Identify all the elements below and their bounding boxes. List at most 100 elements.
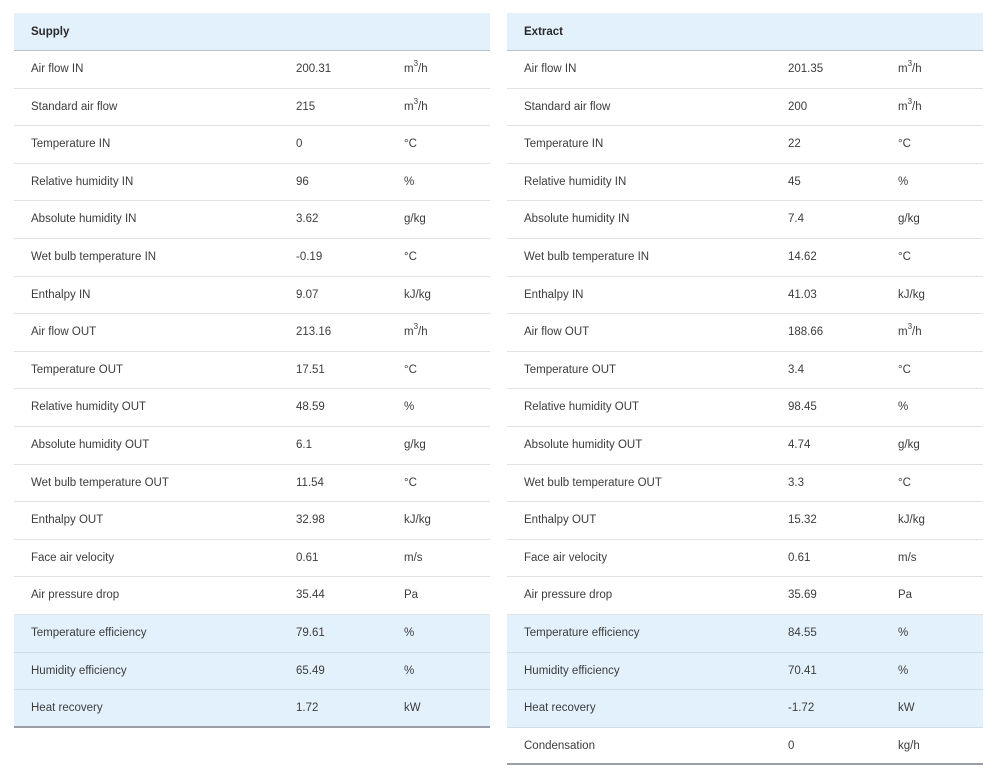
row-unit: % xyxy=(898,401,909,414)
row-unit: °C xyxy=(898,138,911,151)
row-label: Temperature OUT xyxy=(31,363,124,376)
table-row: Temperature efficiency 84.55% xyxy=(507,614,983,653)
row-unit: % xyxy=(404,626,415,639)
row-value: 0 xyxy=(296,138,303,151)
row-value: 213.16 xyxy=(296,326,332,339)
row-label: Wet bulb temperature OUT xyxy=(31,476,169,489)
table-row: Temperature OUT 3.4 °C xyxy=(507,352,983,390)
row-label: Enthalpy IN xyxy=(524,288,584,301)
row-unit: kW xyxy=(404,702,421,715)
row-value: 17.51 xyxy=(296,363,325,376)
row-unit: °C xyxy=(404,138,417,151)
row-unit: m/s xyxy=(404,551,423,564)
extract-rows: Air flow IN 201.35 m3/h Standard air flow 20… xyxy=(507,51,983,766)
row-value: 14.62 xyxy=(788,250,817,263)
table-row: Relative humidity IN 45% xyxy=(507,164,983,202)
table-row: Humidity efficiency 70.41% xyxy=(507,652,983,691)
supply-table: Supply Air flow IN 200.31 m3/h Standard air… xyxy=(14,13,490,728)
table-row: Heat recovery -1.72 kW xyxy=(507,690,983,728)
table-row: Relative humidity IN 96% xyxy=(14,164,490,202)
row-unit: % xyxy=(898,175,909,188)
row-unit: °C xyxy=(404,250,417,263)
row-value: 3.4 xyxy=(788,363,804,376)
row-unit: kJ/kg xyxy=(404,288,431,301)
extract-header: Extract xyxy=(507,13,983,51)
row-label: Air flow OUT xyxy=(31,326,97,339)
row-label: Heat recovery xyxy=(524,702,596,715)
row-value: -0.19 xyxy=(296,250,323,263)
row-value: 15.32 xyxy=(788,514,817,527)
row-value: 3.62 xyxy=(296,213,319,226)
row-label: Wet bulb temperature OUT xyxy=(524,476,662,489)
table-row: Enthalpy OUT 15.32 kJ/kg xyxy=(507,502,983,540)
row-unit: °C xyxy=(898,250,911,263)
row-label: Relative humidity IN xyxy=(524,175,627,188)
table-row: Air flow IN 201.35 m3/h xyxy=(507,51,983,89)
table-row: Face air velocity 0.61 m/s xyxy=(14,540,490,578)
row-value: 45 xyxy=(788,175,801,188)
row-unit: kJ/kg xyxy=(898,288,925,301)
row-unit: kJ/kg xyxy=(404,514,431,527)
row-unit: °C xyxy=(898,476,911,489)
row-label: Wet bulb temperature IN xyxy=(524,250,650,263)
row-label: Absolute humidity IN xyxy=(524,213,630,226)
row-label: Air pressure drop xyxy=(31,589,120,602)
row-value: 9.07 xyxy=(296,288,319,301)
row-unit: m3/h xyxy=(898,96,922,113)
table-row: Wet bulb temperature IN -0.19 °C xyxy=(14,239,490,277)
table-row: Relative humidity OUT 48.59% xyxy=(14,389,490,427)
row-unit: g/kg xyxy=(898,213,920,226)
row-label: Temperature IN xyxy=(524,138,604,151)
row-value: 98.45 xyxy=(788,401,817,414)
row-label: Heat recovery xyxy=(31,702,103,715)
row-label: Temperature OUT xyxy=(524,363,617,376)
row-value: 4.74 xyxy=(788,438,811,451)
row-value: 0.61 xyxy=(788,551,811,564)
row-label: Air flow IN xyxy=(524,63,577,75)
table-row: Heat recovery 1.72 kW xyxy=(14,690,490,728)
table-row: Enthalpy OUT 32.98 kJ/kg xyxy=(14,502,490,540)
row-label: Air flow IN xyxy=(31,63,84,75)
row-unit: % xyxy=(404,664,415,677)
row-value: -1.72 xyxy=(788,702,815,715)
table-row: Wet bulb temperature OUT 11.54 °C xyxy=(14,465,490,503)
row-unit: °C xyxy=(404,363,417,376)
row-label: Enthalpy OUT xyxy=(31,514,104,527)
table-row: Absolute humidity IN 7.4 g/kg xyxy=(507,201,983,239)
table-row: Wet bulb temperature OUT 3.3 °C xyxy=(507,465,983,503)
row-label: Relative humidity OUT xyxy=(524,401,640,414)
row-label: Air flow OUT xyxy=(524,326,590,339)
table-row: Absolute humidity OUT 6.1 g/kg xyxy=(14,427,490,465)
row-label: Enthalpy OUT xyxy=(524,514,597,527)
table-row: Temperature IN 0 °C xyxy=(14,126,490,164)
row-value: 0.61 xyxy=(296,551,319,564)
row-unit: m3/h xyxy=(404,322,428,339)
row-unit: m3/h xyxy=(898,322,922,339)
table-row: Humidity efficiency 65.49% xyxy=(14,652,490,691)
row-unit: g/kg xyxy=(404,213,426,226)
table-row: Face air velocity 0.61 m/s xyxy=(507,540,983,578)
row-label: Temperature efficiency xyxy=(31,626,147,639)
row-value: 35.44 xyxy=(296,589,325,602)
table-row: Wet bulb temperature IN 14.62 °C xyxy=(507,239,983,277)
row-value: 79.61 xyxy=(296,626,325,639)
row-label: Relative humidity OUT xyxy=(31,401,147,414)
row-label: Relative humidity IN xyxy=(31,175,134,188)
row-value: 6.1 xyxy=(296,438,312,451)
row-value: 188.66 xyxy=(788,326,824,339)
table-row: Temperature efficiency 79.61% xyxy=(14,614,490,653)
row-unit: m3/h xyxy=(404,96,428,113)
row-label: Face air velocity xyxy=(31,551,115,564)
row-label: Enthalpy IN xyxy=(31,288,91,301)
row-unit: kJ/kg xyxy=(898,514,925,527)
row-unit: Pa xyxy=(898,589,913,602)
row-value: 200 xyxy=(788,100,808,113)
table-row: Air pressure drop 35.69 Pa xyxy=(507,577,983,615)
row-label: Wet bulb temperature IN xyxy=(31,250,157,263)
table-row: Relative humidity OUT 98.45% xyxy=(507,389,983,427)
row-label: Temperature efficiency xyxy=(524,626,640,639)
row-label: Air pressure drop xyxy=(524,589,613,602)
row-value: 35.69 xyxy=(788,589,817,602)
extract-table: Extract Air flow IN 201.35 m3/h Standard ai… xyxy=(507,13,983,766)
